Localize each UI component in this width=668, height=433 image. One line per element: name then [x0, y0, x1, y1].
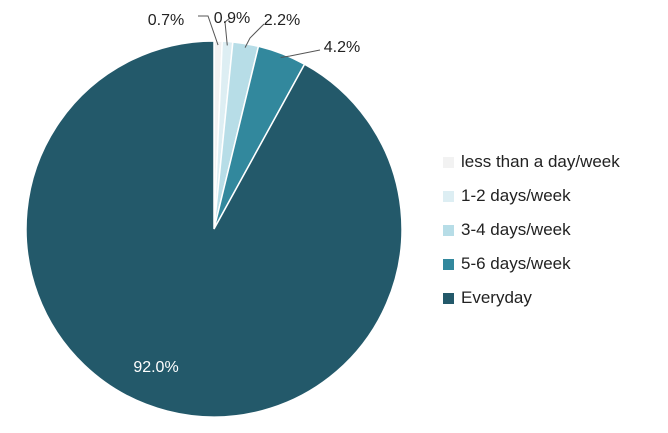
slice-label-0: 0.7%: [148, 12, 184, 29]
slice-label-4: 92.0%: [133, 359, 178, 376]
legend-label-4: Everyday: [461, 288, 532, 307]
legend-item-3: 5-6 days/week: [443, 247, 663, 281]
legend-swatch-1: [443, 190, 454, 202]
pie-slice-4: [25, 40, 403, 418]
legend-swatch-2: [443, 224, 454, 236]
legend-item-1: 1-2 days/week: [443, 179, 663, 213]
leader-lines: [198, 15, 321, 58]
pie-slices: [25, 40, 403, 418]
legend-label-1: 1-2 days/week: [461, 186, 571, 205]
legend-label-2: 3-4 days/week: [461, 220, 571, 239]
leader-line-1: [224, 17, 231, 46]
legend-label-0: less than a day/week: [461, 152, 620, 171]
slice-label-3: 4.2%: [324, 39, 360, 56]
legend-label-3: 5-6 days/week: [461, 254, 571, 273]
legend-swatch-0: [443, 156, 454, 168]
legend-item-4: Everyday: [443, 281, 663, 315]
legend-item-2: 3-4 days/week: [443, 213, 663, 247]
legend-swatch-4: [443, 292, 454, 304]
slice-label-1: 0.9%: [214, 10, 250, 27]
legend-swatch-3: [443, 258, 454, 270]
slice-label-2: 2.2%: [264, 12, 300, 29]
leader-line-0: [198, 15, 219, 46]
leader-line-3: [280, 49, 321, 58]
legend-item-0: less than a day/week: [443, 145, 663, 179]
leader-line-2: [244, 23, 265, 48]
legend: less than a day/week 1-2 days/week 3-4 day…: [443, 145, 663, 315]
slice-labels: 0.7% 0.9% 2.2% 4.2% 92.0%: [133, 10, 360, 376]
